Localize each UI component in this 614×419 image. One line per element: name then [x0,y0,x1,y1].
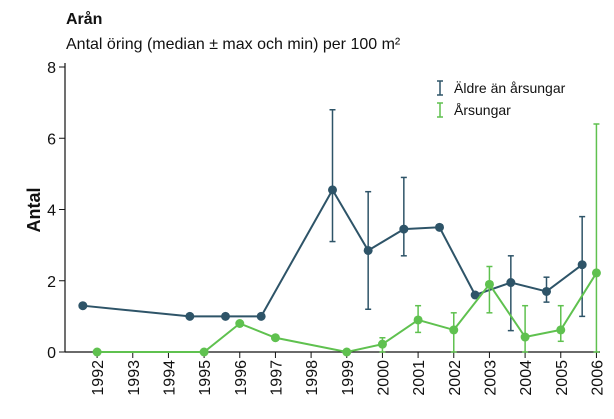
x-tick-label: 2003 [482,360,499,396]
point [399,224,409,234]
point [449,325,459,335]
point [92,347,102,357]
point [577,260,587,270]
point [363,245,373,255]
point [235,319,245,328]
error-bar [329,109,336,243]
error-bar [400,176,407,257]
error-bar [507,255,514,332]
point [377,339,387,349]
series-line [82,187,583,318]
point [506,278,516,288]
x-tick-label: 1996 [233,360,250,396]
x-tick-label: 2000 [375,360,392,396]
chart-title: Arån [66,10,102,28]
legend-icon [437,80,443,96]
x-tick-label: 1998 [304,360,321,396]
x-tick-label: 2006 [589,360,606,396]
point [591,268,601,278]
legend-icon [437,102,443,118]
point [256,311,266,321]
x-tick-label: 1992 [90,360,107,396]
error-bar [557,304,564,343]
chart-subtitle: Antal öring (median ± max och min) per 1… [66,36,401,53]
y-tick-label: 8 [47,60,56,77]
point [221,311,230,321]
series-line [97,272,598,354]
y-tick-label: 2 [47,274,56,291]
point [556,325,566,335]
legend-label: Äldre än årsungar [454,80,566,96]
x-tick-label: 2001 [411,360,428,396]
error-bar [593,123,600,353]
point [413,315,423,325]
x-tick-label: 1997 [268,360,285,396]
error-bar [486,265,493,314]
y-tick-label: 6 [47,131,56,148]
x-tick-label: 1999 [340,360,357,396]
y-tick-label: 4 [47,203,56,220]
x-tick-label: 2004 [518,360,535,396]
point [78,301,88,311]
point [470,290,480,300]
legend-label: Årsungar [454,102,511,118]
point [484,279,494,289]
point [542,286,551,296]
y-tick-label: 0 [47,345,56,362]
x-tick-label: 1994 [161,360,178,396]
point [328,185,337,195]
point [435,222,444,232]
point [199,347,209,357]
x-tick-label: 1993 [126,360,143,396]
point [520,332,530,342]
x-tick-label: 2005 [554,360,571,396]
x-tick-label: 1995 [197,360,214,396]
y-axis-label: Antal [24,188,44,233]
point [342,347,352,357]
x-tick-label: 2002 [447,360,464,396]
point [185,311,195,321]
error-bar [522,304,529,353]
point [270,333,280,343]
